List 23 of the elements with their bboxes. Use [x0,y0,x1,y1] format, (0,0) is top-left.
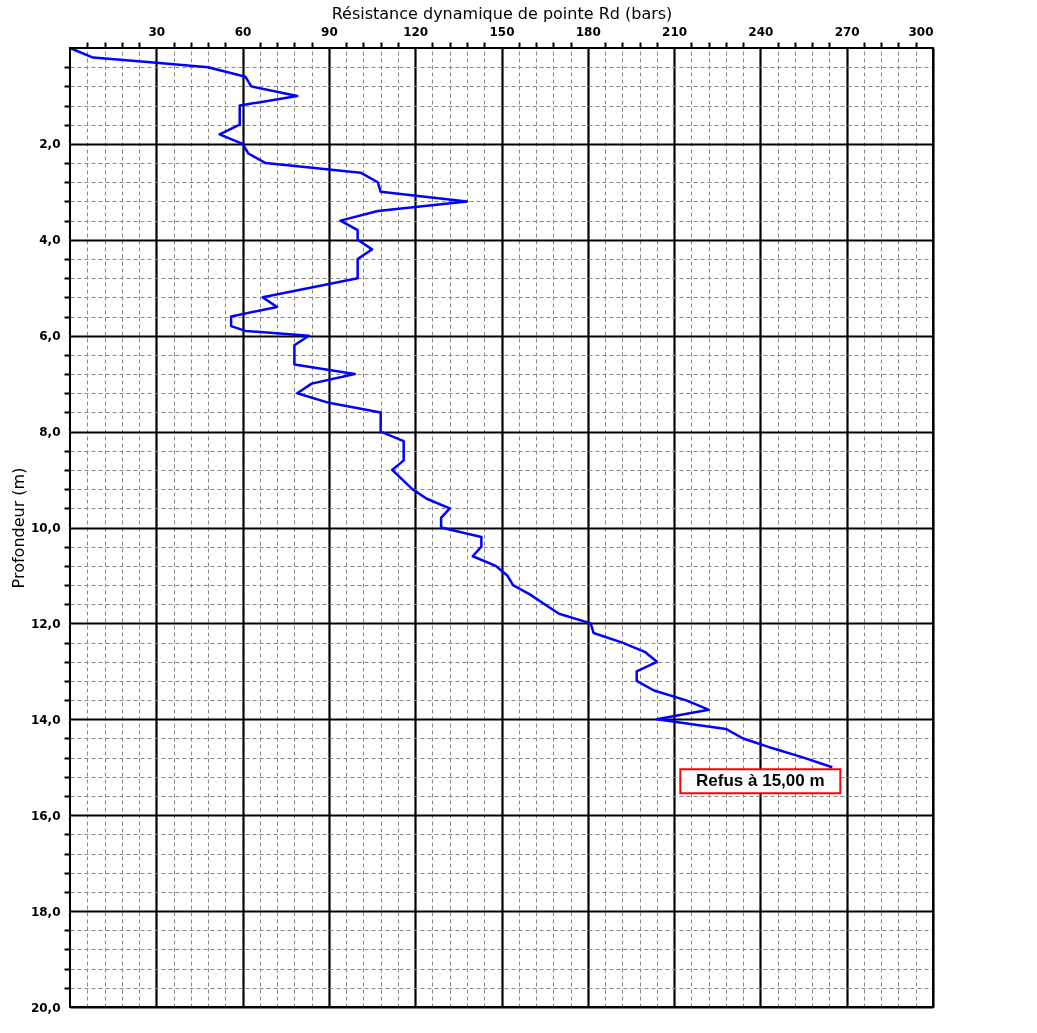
x-tick-label: 30 [148,24,166,39]
annotation: Refus à 15,00 m [696,771,825,791]
x-tick-label: 210 [662,24,688,39]
x-tick-label: 120 [403,24,429,39]
x-axis-title: Résistance dynamique de pointe Rd (bars) [331,3,673,23]
y-tick-label: 18,0 [30,904,61,919]
y-tick-label: 4,0 [39,233,61,248]
y-axis-title: Profondeur (m) [8,467,28,589]
y-tick-label: 16,0 [30,808,61,823]
x-tick-label: 150 [489,24,515,39]
y-tick-label: 14,0 [30,712,61,727]
y-tick-label: 12,0 [30,616,61,631]
x-tick-label: 60 [234,24,252,39]
x-tick-label: 300 [908,24,934,39]
y-tick-label: 2,0 [39,137,61,152]
x-tick-label: 270 [834,24,860,39]
x-tick-label: 90 [321,24,338,39]
y-tick-label: 10,0 [30,521,61,535]
y-tick-label: 20,0 [30,1000,61,1015]
y-tick-label: 6,0 [39,329,61,344]
x-tick-label: 180 [575,24,601,39]
y-tick-label: 8,0 [39,425,61,440]
x-tick-label: 240 [748,24,774,39]
